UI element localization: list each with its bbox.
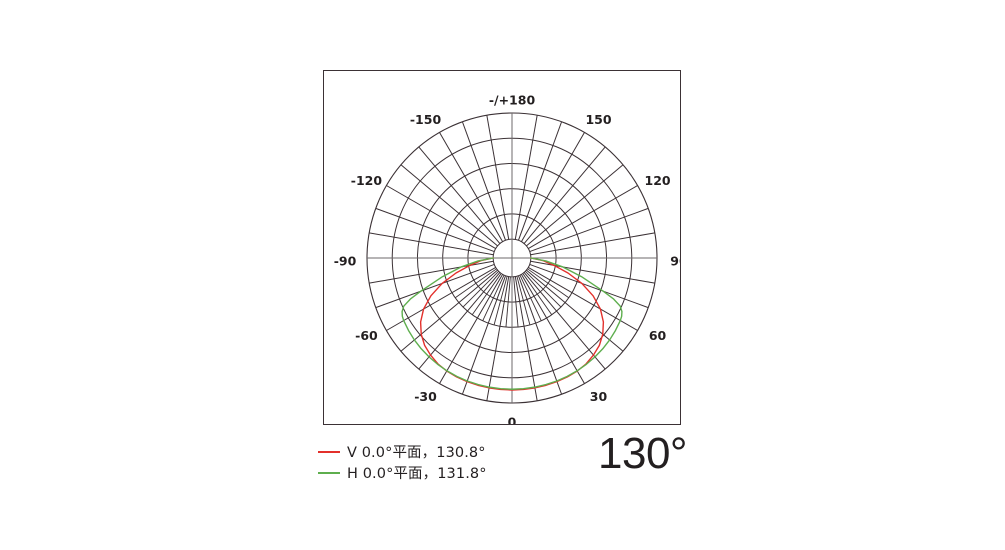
legend-label-h-plane: H 0.0°平面，131.8° [347, 466, 487, 482]
curve-h-plane [401, 257, 623, 390]
polar-tick-label--120: -120 [351, 173, 383, 188]
polar-tick-label-60: 60 [649, 328, 667, 343]
green-line-swatch [318, 471, 340, 474]
polar-tick-label-90: 90 [670, 254, 680, 269]
legend-item-h-plane: H 0.0°平面，131.8° [318, 462, 578, 483]
polar-tick-label-150: 150 [585, 112, 611, 127]
beam-angle-readout: 130° [598, 429, 688, 478]
polar-tick-label-0: 0 [508, 415, 517, 425]
polar-tick-label-120: 120 [645, 173, 671, 188]
red-line-swatch [318, 450, 340, 453]
polar-tick-label-30: 30 [590, 389, 608, 404]
chart-legend: V 0.0°平面，130.8° H 0.0°平面，131.8° [318, 441, 578, 483]
curve-v-plane [419, 257, 605, 391]
polar-plot-frame: 0 30 60 90 120 150 -/+180 -150 -120 -90 -60 -30 [323, 70, 681, 425]
polar-tick-label--150: -150 [410, 112, 442, 127]
legend-item-v-plane: V 0.0°平面，130.8° [318, 441, 578, 462]
polar-tick-label--90: -90 [334, 254, 357, 269]
polar-tick-label--60: -60 [355, 328, 378, 343]
polar-tick-label-180: -/+180 [489, 93, 536, 108]
legend-label-v-plane: V 0.0°平面，130.8° [347, 445, 486, 461]
polar-axis-labels: 0 30 60 90 120 150 -/+180 -150 -120 -90 -60 -30 [334, 93, 680, 425]
polar-tick-label--30: -30 [414, 389, 437, 404]
polar-grid [366, 112, 658, 404]
polar-distribution-chart: 0 30 60 90 120 150 -/+180 -150 -120 -90 -60 -30 [334, 93, 680, 425]
polar-data-curves [401, 257, 623, 391]
